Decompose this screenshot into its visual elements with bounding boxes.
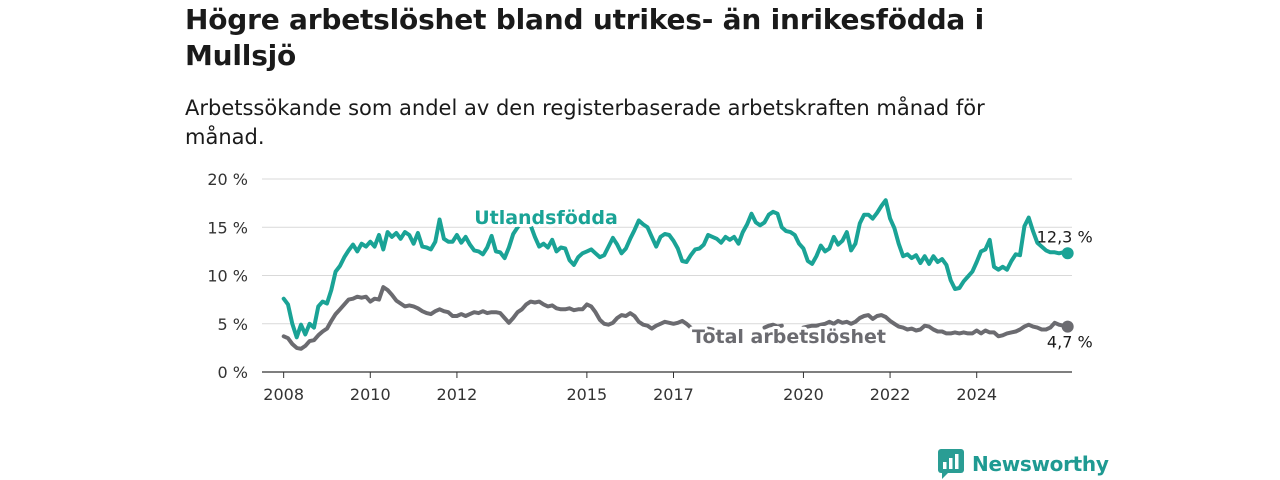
brand-name: Newsworthy	[972, 452, 1109, 476]
line-chart: 0 % 5 % 10 % 15 % 20 % 2008 2010 2012 2015 2017 20…	[207, 170, 1093, 404]
x-tick-label: 2020	[783, 385, 824, 404]
series-name-label: Utlandsfödda	[474, 207, 618, 229]
series-labels: 12,3 % 4,7 % Utlandsfödda Total arbetslöshe…	[471, 204, 1093, 352]
brand-logo: Newsworthy	[938, 449, 1109, 479]
x-tick-label: 2012	[437, 385, 478, 404]
x-tick-label: 2010	[350, 385, 391, 404]
y-tick-label: 10 %	[207, 267, 248, 286]
x-tick-label: 2008	[263, 385, 304, 404]
series-line	[281, 198, 1070, 340]
chart-subtitle: Arbetssökande som andel av den registerb…	[185, 96, 985, 149]
x-tick-label: 2015	[567, 385, 608, 404]
x-tick-label: 2022	[870, 385, 911, 404]
series-line	[281, 285, 715, 351]
series-line	[762, 322, 784, 330]
end-value-label: 12,3 %	[1037, 227, 1093, 246]
y-tick-label: 20 %	[207, 170, 248, 189]
chart-title: Högre arbetslöshet bland utrikes- än inr…	[185, 3, 985, 72]
y-tick-label: 15 %	[207, 218, 248, 237]
series-line	[801, 313, 1070, 339]
x-tick-label: 2017	[653, 385, 694, 404]
y-tick-label: 0 %	[218, 363, 248, 382]
end-value-label: 4,7 %	[1047, 333, 1093, 352]
series-lines	[281, 198, 1074, 351]
bar-chart-bubble-icon	[938, 449, 964, 479]
y-tick-label: 5 %	[218, 315, 248, 334]
axes: 0 % 5 % 10 % 15 % 20 % 2008 2010 2012 2015 2017 20…	[207, 170, 1072, 404]
series-name-label: Total arbetslöshet	[692, 326, 886, 348]
end-point	[1061, 247, 1074, 260]
end-point	[1061, 320, 1074, 333]
x-tick-label: 2024	[956, 385, 997, 404]
